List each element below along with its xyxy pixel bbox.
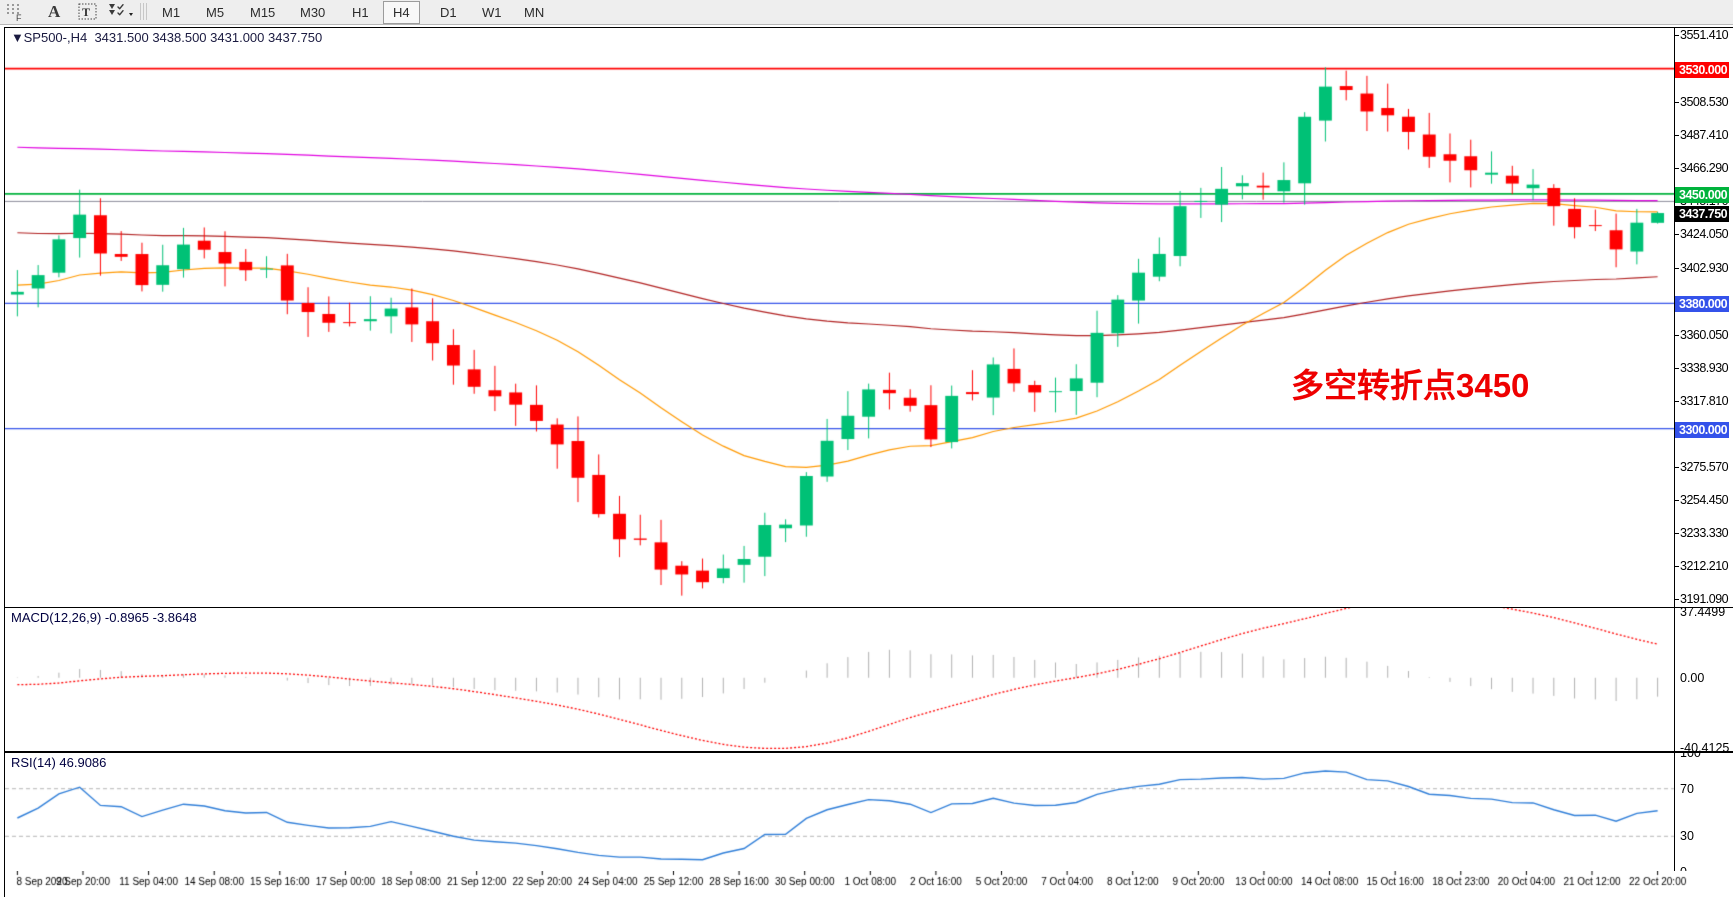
svg-text:F: F (16, 13, 22, 21)
svg-text:T: T (82, 5, 90, 19)
